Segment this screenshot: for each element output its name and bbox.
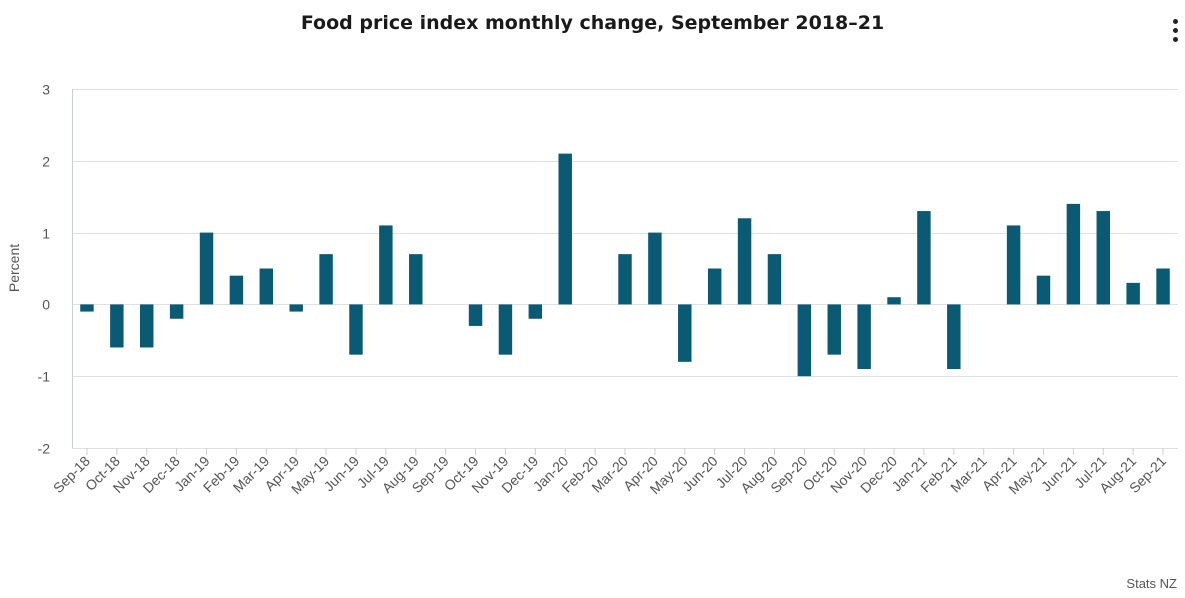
bar-nov-19[interactable] [498, 304, 513, 355]
bar-may-19[interactable] [319, 254, 333, 305]
bar-oct-18[interactable] [110, 304, 124, 348]
chart-menu-button[interactable] [1166, 16, 1185, 46]
bar-dec-19[interactable] [528, 304, 543, 319]
bar-jul-21[interactable] [1096, 211, 1110, 305]
bar-jun-19[interactable] [349, 304, 363, 355]
y-axis-ticks: -2 -1 0 1 2 3 [38, 82, 51, 457]
bar-may-20[interactable] [678, 304, 692, 362]
y-tick-label: 0 [42, 297, 50, 313]
bar-sep-20[interactable] [797, 304, 812, 377]
bar-jun-20[interactable] [707, 268, 722, 305]
bar-aug-21[interactable] [1126, 282, 1140, 305]
bar-jun-21[interactable] [1066, 203, 1081, 305]
y-tick-label: 3 [42, 82, 50, 98]
chart-title: Food price index monthly change, Septemb… [300, 12, 885, 34]
y-tick-label: 2 [42, 154, 50, 170]
x-axis-ticks: Sep-18Oct-18Nov-18Dec-18Jan-19Feb-19Mar-… [50, 448, 1169, 497]
bar-jan-20[interactable] [558, 153, 572, 305]
bar-aug-20[interactable] [767, 254, 782, 305]
bar-aug-19[interactable] [409, 254, 423, 305]
bar-jul-20[interactable] [737, 218, 752, 305]
bar-apr-21[interactable] [1006, 225, 1021, 305]
bar-jan-19[interactable] [199, 232, 214, 305]
bar-jan-21[interactable] [917, 211, 931, 305]
y-tick-label: 1 [42, 226, 50, 242]
bar-oct-20[interactable] [827, 304, 841, 355]
credit-link[interactable]: Stats NZ [1126, 576, 1177, 591]
bars [80, 153, 1170, 377]
bar-sep-18[interactable] [80, 304, 94, 312]
bar-apr-19[interactable] [289, 304, 303, 312]
bar-dec-18[interactable] [169, 304, 184, 319]
bar-nov-20[interactable] [857, 304, 871, 370]
bar-feb-19[interactable] [229, 275, 244, 305]
bar-dec-20[interactable] [887, 297, 901, 305]
x-tick-label: Sep-18 [50, 453, 93, 496]
y-tick-label: -2 [38, 441, 51, 457]
bar-oct-19[interactable] [468, 304, 483, 326]
bar-may-21[interactable] [1036, 275, 1051, 305]
bar-nov-18[interactable] [140, 304, 154, 348]
bar-jul-19[interactable] [379, 225, 393, 305]
bar-sep-21[interactable] [1156, 268, 1170, 305]
y-tick-label: -1 [38, 369, 51, 385]
bar-feb-21[interactable] [947, 304, 961, 370]
y-axis-title: Percent [6, 244, 22, 292]
bar-mar-20[interactable] [618, 254, 632, 305]
bar-apr-20[interactable] [648, 232, 662, 305]
bar-mar-19[interactable] [259, 268, 274, 305]
